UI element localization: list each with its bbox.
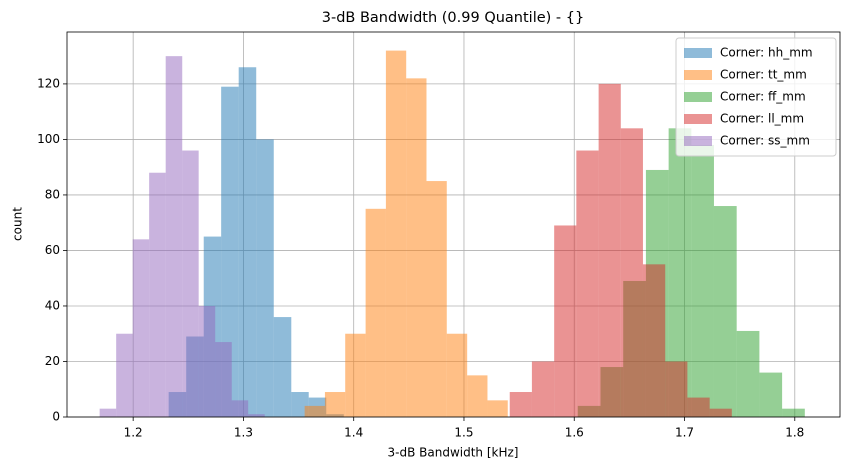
legend-swatch	[684, 48, 712, 58]
legend-label: Corner: hh_mm	[720, 46, 813, 60]
histogram-bar	[165, 56, 183, 418]
x-tick-label: 1.2	[124, 426, 143, 440]
histogram-bar	[231, 400, 249, 417]
histogram-bar	[709, 408, 732, 417]
histogram-bar	[446, 333, 468, 417]
histogram-bar	[238, 67, 257, 417]
legend-box	[675, 37, 837, 157]
histogram-bar	[365, 208, 386, 417]
y-tick-label: 80	[45, 187, 60, 201]
histogram-bar	[668, 128, 692, 417]
histogram-bar	[324, 392, 346, 417]
legend-label: Corner: ss_mm	[720, 134, 810, 148]
histogram-bar	[273, 317, 292, 417]
histogram-bar	[509, 392, 532, 417]
y-tick-label: 20	[45, 354, 60, 368]
histogram-bar	[248, 414, 265, 417]
histogram-bar	[736, 330, 760, 417]
plot-frame	[66, 31, 841, 418]
histogram-bar	[215, 342, 232, 417]
y-tick-label: 40	[45, 298, 60, 312]
histogram-bar	[291, 392, 309, 417]
histogram-bar	[149, 172, 166, 417]
histogram-bar	[345, 333, 366, 417]
histogram-bar	[759, 372, 783, 417]
legend-label: Corner: ff_mm	[720, 90, 806, 104]
histogram-bar	[554, 225, 577, 417]
x-tick-label: 1.5	[454, 426, 473, 440]
histogram-bar	[782, 408, 805, 417]
chart-title: 3-dB Bandwidth (0.99 Quantile) - {}	[322, 10, 584, 26]
legend-label: Corner: tt_mm	[720, 68, 807, 82]
bars	[99, 50, 805, 418]
histogram-bar	[467, 375, 488, 417]
legend-swatch	[684, 70, 712, 80]
histogram-bar	[132, 239, 150, 417]
legend-swatch	[684, 114, 712, 124]
x-tick-label: 1.3	[234, 426, 253, 440]
histogram-bar	[713, 206, 737, 417]
histogram-bar	[99, 408, 117, 417]
histogram-bar	[691, 144, 714, 417]
legend-swatch	[684, 92, 712, 102]
x-tick-label: 1.4	[344, 426, 363, 440]
y-tick-label: 100	[37, 132, 60, 146]
histogram-bar	[256, 139, 274, 418]
histogram-bar	[598, 83, 621, 418]
histogram-bar	[642, 264, 666, 417]
histogram-bar	[221, 86, 239, 417]
histogram-bar	[406, 78, 427, 418]
histogram-bar	[665, 361, 688, 417]
histogram-bar	[687, 397, 710, 417]
histogram-bar	[198, 305, 216, 417]
histogram-bar	[531, 361, 555, 417]
x-tick-label: 1.6	[565, 426, 584, 440]
legend-label: Corner: ll_mm	[720, 112, 804, 126]
x-axis-label: 3-dB Bandwidth [kHz]	[388, 446, 519, 460]
legend: Corner: hh_mm Corner: tt_mm Corner: ff_mm C…	[675, 37, 837, 157]
x-tick-label: 1.7	[675, 426, 694, 440]
histogram-bar	[182, 150, 199, 418]
histogram-bar	[116, 333, 133, 417]
histogram-bar	[487, 400, 508, 417]
histogram-bar	[304, 405, 325, 417]
histogram-bar	[385, 50, 407, 418]
y-tick-label: 120	[37, 76, 60, 90]
y-tick-label: 0	[52, 410, 60, 424]
legend-swatch	[684, 136, 712, 146]
histogram-bar	[426, 181, 447, 417]
y-tick-label: 60	[45, 243, 60, 257]
y-axis-label: count	[11, 207, 25, 241]
x-tick-label: 1.8	[785, 426, 804, 440]
histogram-bar	[620, 128, 643, 417]
histogram-bar	[576, 150, 599, 418]
